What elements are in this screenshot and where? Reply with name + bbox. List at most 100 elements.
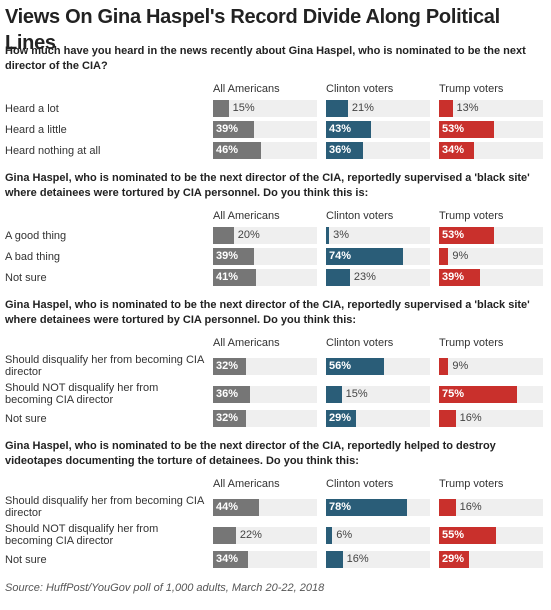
answer-label: Should NOT disqualify her from becoming … <box>5 382 159 406</box>
question-text: How much have you heard in the news rece… <box>5 45 526 72</box>
value-label: 39% <box>442 271 465 283</box>
bar <box>439 385 517 403</box>
value-label: 29% <box>329 412 352 424</box>
column-header: All Americans <box>213 209 280 222</box>
value-label: 32% <box>216 359 239 372</box>
bar-track: 15% <box>213 100 317 117</box>
bar-track: 44% <box>213 498 317 516</box>
bar-track: 13% <box>439 100 543 117</box>
bar <box>326 526 333 544</box>
column-header: Trump voters <box>439 336 504 349</box>
bar <box>213 498 259 516</box>
bar-track: 22% <box>213 526 317 544</box>
answer-label: Not sure <box>5 412 47 425</box>
bar-track: 3% <box>326 227 430 244</box>
question-text: Gina Haspel, who is nominated to be the … <box>5 440 496 467</box>
bar <box>213 526 236 544</box>
bar <box>326 551 343 568</box>
bar <box>439 410 456 427</box>
bar <box>213 121 254 138</box>
bar-track: 36% <box>326 142 430 159</box>
bar-track: 55% <box>439 526 543 544</box>
value-label: 41% <box>216 271 239 283</box>
column-header: Clinton voters <box>326 209 394 222</box>
bar-track: 53% <box>439 227 543 244</box>
value-label: 39% <box>216 123 239 135</box>
value-label: 36% <box>329 144 352 156</box>
bar <box>326 142 364 159</box>
answer-label: A bad thing <box>5 250 61 263</box>
value-label: 29% <box>442 553 465 565</box>
bar <box>439 121 495 138</box>
bar-track: 29% <box>439 551 543 568</box>
answer-row: Heard a little 39% 43% 53% <box>5 119 546 140</box>
value-label: 34% <box>442 144 465 156</box>
value-label: 9% <box>452 250 469 262</box>
bar <box>439 551 470 568</box>
bar-track: 21% <box>326 100 430 117</box>
bar-track: 78% <box>326 498 430 516</box>
value-label: 44% <box>216 500 239 513</box>
value-label: 9% <box>452 359 469 372</box>
column-header: All Americans <box>213 82 280 95</box>
column-header: All Americans <box>213 336 280 349</box>
bar <box>213 410 247 427</box>
answer-row: Not sure 41% 23% 39% <box>5 267 546 288</box>
column-headers: All Americans Clinton voters Trump voters <box>5 474 546 493</box>
bar-track: 32% <box>213 410 317 427</box>
answer-row: Should disqualify her from becoming CIA … <box>5 352 546 380</box>
column-header: Trump voters <box>439 82 504 95</box>
value-label: 23% <box>353 271 376 283</box>
value-label: 39% <box>216 250 239 262</box>
column-headers: All Americans Clinton voters Trump voters <box>5 206 546 225</box>
bar <box>439 142 475 159</box>
bar <box>439 100 453 117</box>
bar-track: 16% <box>439 410 543 427</box>
bar <box>213 269 256 286</box>
bar-track: 43% <box>326 121 430 138</box>
value-label: 15% <box>345 387 368 400</box>
bar <box>213 248 254 265</box>
bar-track: 39% <box>213 248 317 265</box>
value-label: 15% <box>232 102 255 114</box>
bar <box>213 100 229 117</box>
value-label: 74% <box>329 250 352 262</box>
value-label: 75% <box>442 387 465 400</box>
value-label: 21% <box>351 102 374 114</box>
bar <box>326 227 330 244</box>
bar <box>439 248 449 265</box>
bar <box>326 100 348 117</box>
column-headers: All Americans Clinton voters Trump voters <box>5 79 546 98</box>
answer-row: Heard nothing at all 46% 36% 34% <box>5 140 546 161</box>
bar <box>326 385 342 403</box>
answer-label: Should disqualify her from becoming CIA … <box>5 495 204 519</box>
bar <box>213 357 247 375</box>
charts: How much have you heard in the news rece… <box>5 44 546 570</box>
bar-track: 75% <box>439 385 543 403</box>
column-header: Clinton voters <box>326 477 394 490</box>
answer-row: Should disqualify her from becoming CIA … <box>5 493 546 521</box>
value-label: 16% <box>459 412 482 424</box>
answer-row: Heard a lot 15% 21% 13% <box>5 98 546 119</box>
bar <box>326 121 371 138</box>
bar <box>326 410 357 427</box>
answer-label: Heard nothing at all <box>5 144 101 157</box>
bar <box>326 498 408 516</box>
bar-track: 53% <box>439 121 543 138</box>
bar <box>439 357 449 375</box>
page-title: Views On Gina Haspel's Record Divide Alo… <box>5 6 500 54</box>
column-header: Trump voters <box>439 209 504 222</box>
value-label: 53% <box>442 229 465 241</box>
question-group: Gina Haspel, who is nominated to be the … <box>5 298 546 429</box>
bar-track: 6% <box>326 526 430 544</box>
answer-label: A good thing <box>5 229 67 242</box>
value-label: 34% <box>216 553 239 565</box>
answer-label: Heard a lot <box>5 102 59 115</box>
bar <box>439 526 497 544</box>
bar-track: 39% <box>439 269 543 286</box>
answer-row: Not sure 34% 16% 29% <box>5 549 546 570</box>
question-group: How much have you heard in the news rece… <box>5 44 546 161</box>
answer-label: Should disqualify her from becoming CIA … <box>5 354 204 378</box>
value-label: 55% <box>442 528 465 541</box>
column-header: Clinton voters <box>326 82 394 95</box>
